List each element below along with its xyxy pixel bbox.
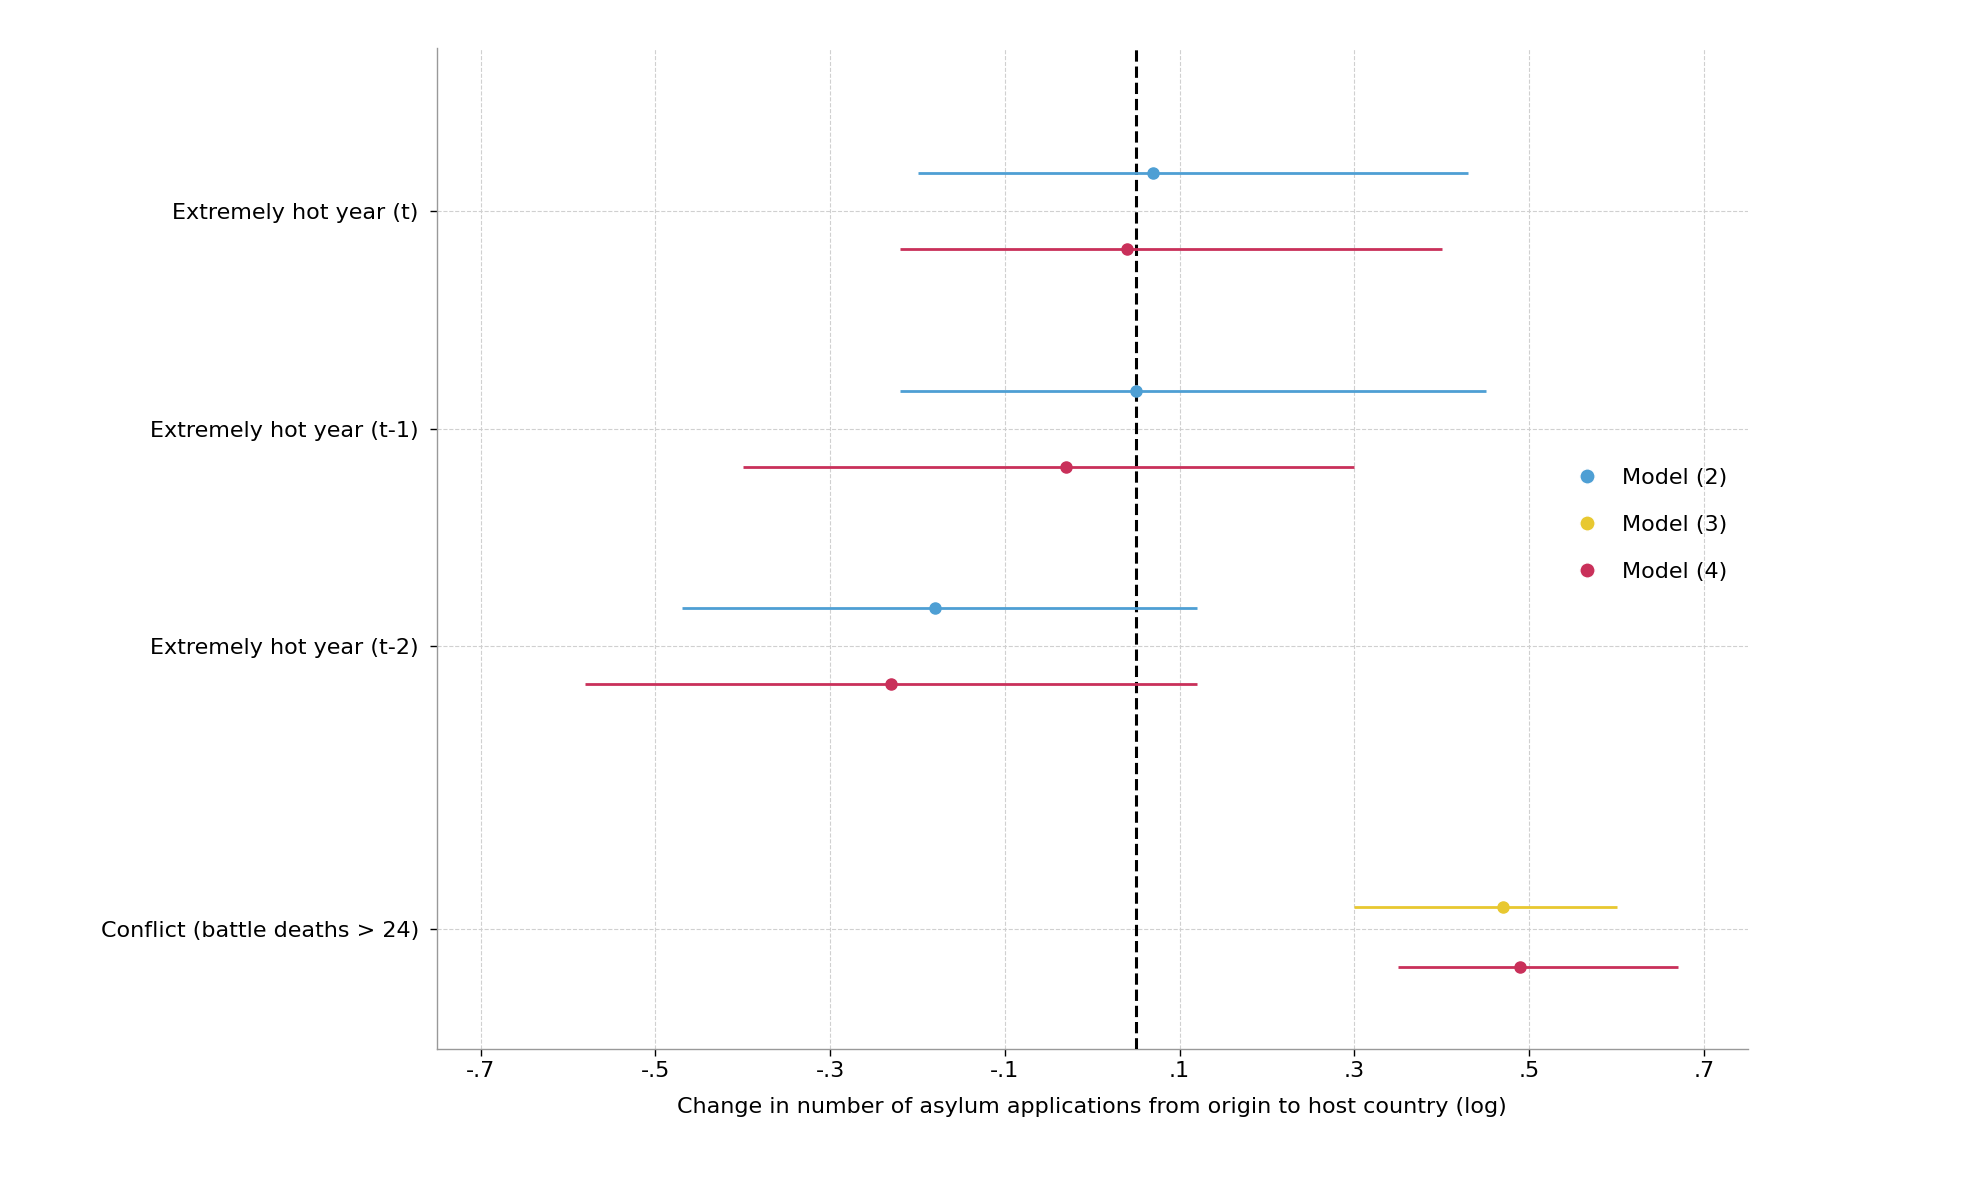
X-axis label: Change in number of asylum applications from origin to host country (log): Change in number of asylum applications … [677,1098,1507,1117]
Legend: Model (2), Model (3), Model (4): Model (2), Model (3), Model (4) [1555,459,1736,590]
